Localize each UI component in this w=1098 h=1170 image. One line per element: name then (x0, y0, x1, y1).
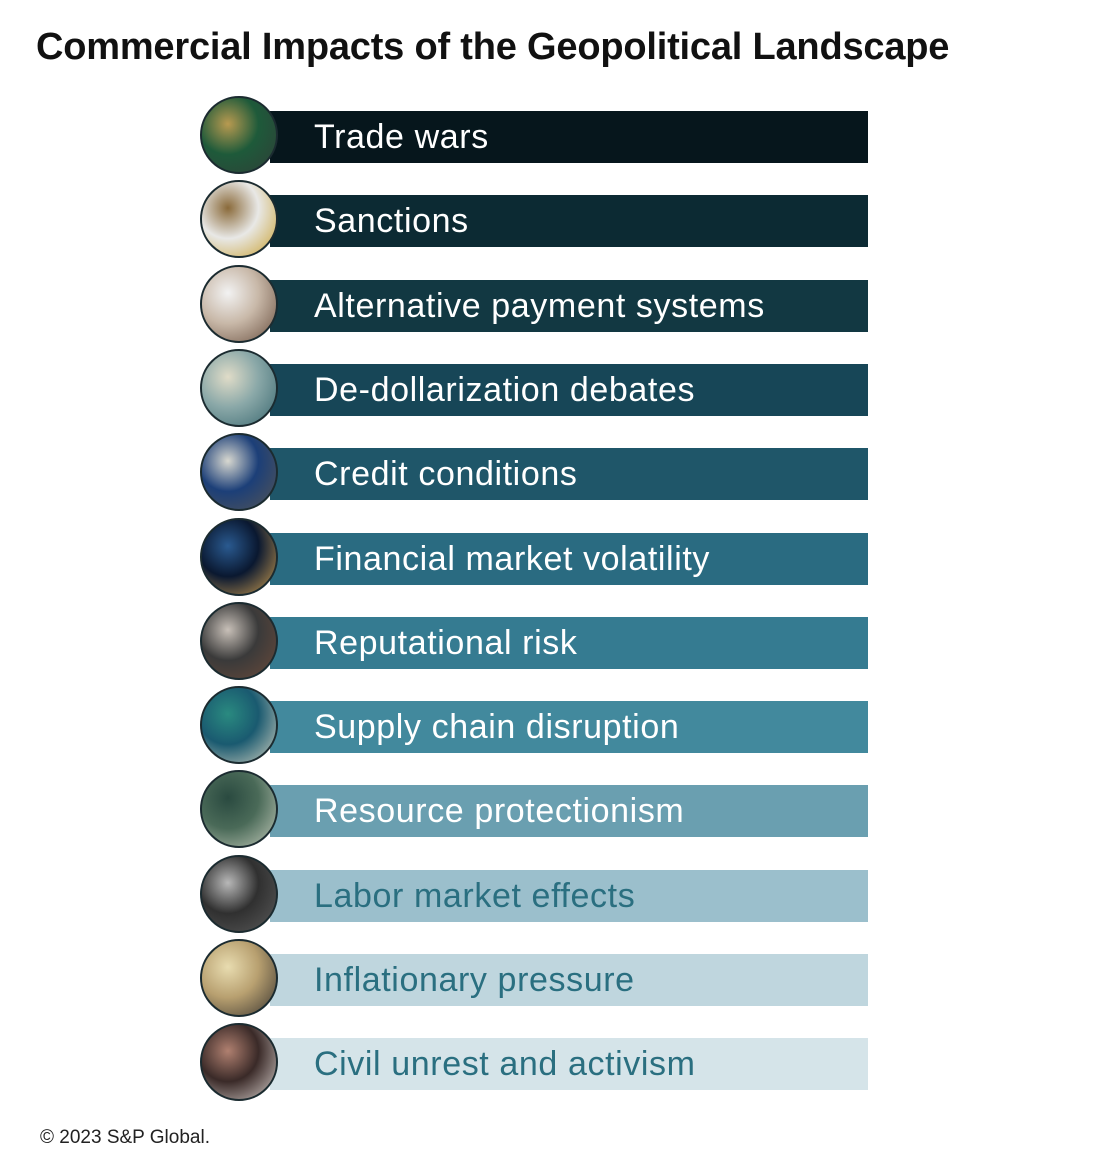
impact-label: Reputational risk (314, 623, 578, 662)
smartphone-photo-icon (200, 264, 278, 343)
impact-bar (270, 279, 868, 332)
cargo-ship-photo-icon (200, 686, 278, 765)
impact-item: Sanctions (198, 178, 870, 264)
banknotes-photo-icon (200, 348, 278, 427)
impact-item: Labor market effects (198, 853, 870, 939)
gavel-photo-icon (200, 180, 278, 259)
impact-label: Sanctions (314, 202, 469, 241)
impact-label: Civil unrest and activism (314, 1045, 696, 1084)
impact-item: Civil unrest and activism (198, 1021, 870, 1107)
impact-item: Resource protectionism (198, 768, 870, 854)
grocery-store-photo-icon (200, 939, 278, 1017)
minerals-photo-icon (200, 770, 278, 849)
impact-label: Inflationary pressure (314, 961, 635, 999)
protest-crowd-photo-icon (200, 1023, 278, 1102)
impact-label: Labor market effects (314, 876, 636, 915)
impact-bar (270, 701, 868, 754)
impact-bar (270, 1038, 868, 1091)
impact-item: Credit conditions (198, 431, 870, 517)
impact-item: Supply chain disruption (198, 684, 870, 770)
impact-bar (270, 363, 868, 416)
impact-label: Credit conditions (314, 455, 578, 494)
market-chart-photo-icon (200, 517, 278, 596)
impact-bar (270, 869, 868, 922)
impact-bar (270, 954, 868, 1006)
office-workers-photo-icon (200, 854, 278, 933)
page-title: Commercial Impacts of the Geopolitical L… (36, 26, 950, 68)
people-meeting-photo-icon (200, 601, 278, 680)
impact-item: Alternative payment systems (198, 263, 870, 349)
copyright-footer: © 2023 S&P Global. (40, 1127, 210, 1148)
impact-label: De-dollarization debates (314, 370, 696, 409)
circuit-board-photo-icon (200, 96, 278, 174)
impact-bar (270, 785, 868, 838)
impact-item: Inflationary pressure (198, 937, 870, 1023)
impact-bar (270, 111, 868, 163)
impact-item: Financial market volatility (198, 516, 870, 602)
impact-bar (270, 195, 868, 248)
impact-bar (270, 448, 868, 501)
impact-label: Financial market volatility (314, 539, 710, 578)
impact-bar (270, 616, 868, 669)
impact-item: Trade wars (198, 94, 870, 180)
impact-item: De-dollarization debates (198, 347, 870, 433)
impact-label: Alternative payment systems (314, 286, 765, 325)
impact-bar (270, 532, 868, 585)
impact-item: Reputational risk (198, 600, 870, 686)
impact-label: Resource protectionism (314, 792, 685, 831)
impact-label: Supply chain disruption (314, 708, 680, 747)
impact-label: Trade wars (314, 118, 489, 156)
bank-building-photo-icon (200, 433, 278, 512)
